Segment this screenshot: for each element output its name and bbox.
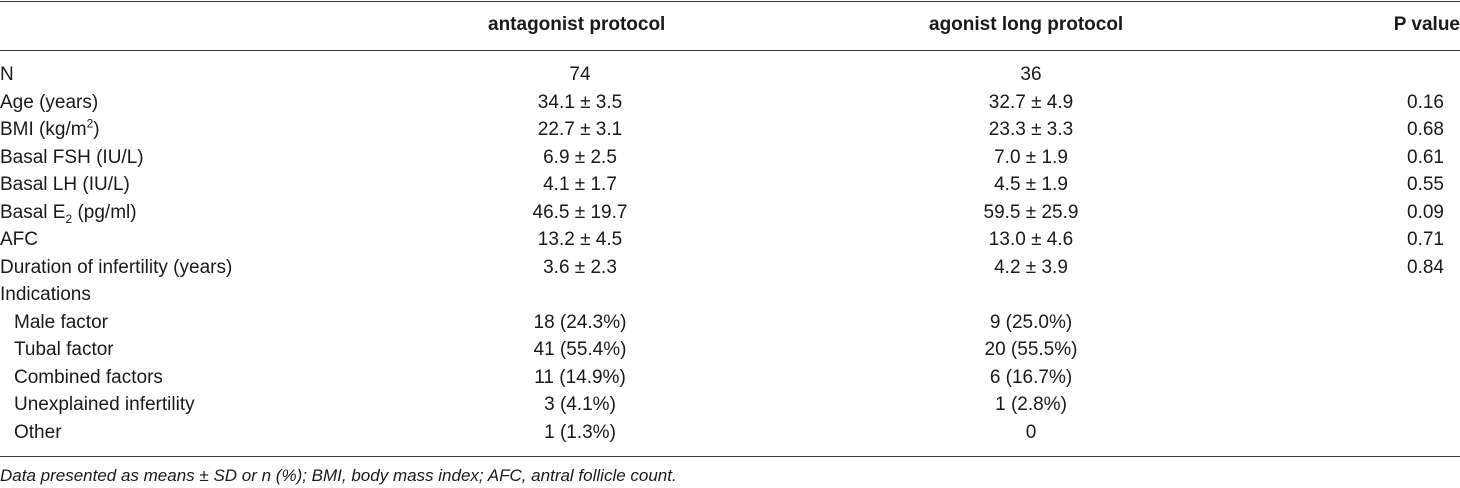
table-row: N 74 36 [0,64,1460,92]
row-label: Male factor [14,312,108,333]
row-label: Other [14,422,62,443]
row-label: Age (years) [0,92,99,113]
table-row: Age (years) 34.1 ± 3.5 32.7 ± 4.9 0.16 [0,92,1460,120]
cell-antagonist: 3 (4.1%) [544,394,616,415]
cell-agonist: 1 (2.8%) [995,394,1067,415]
cell-antagonist: 11 (14.9%) [534,367,626,388]
label-text-end: ) [93,119,100,140]
cell-agonist: 23.3 ± 3.3 [988,119,1074,140]
header-agonist-long-protocol: agonist long protocol [929,14,1124,35]
label-text: Basal E [0,202,66,223]
table-row: Combined factors 11 (14.9%) 6 (16.7%) [0,367,1460,395]
table-bottom-rule [0,456,1460,457]
cell-p-value: 0.61 [1407,147,1444,168]
table-header-rule [0,50,1460,51]
cell-agonist: 20 (55.5%) [984,339,1078,360]
cell-antagonist: 34.1 ± 3.5 [537,92,623,113]
table-row: Duration of infertility (years) 3.6 ± 2.… [0,257,1460,285]
row-label: Tubal factor [14,339,114,360]
table-row: Unexplained infertility 3 (4.1%) 1 (2.8%… [0,394,1460,422]
row-label: Unexplained infertility [14,394,195,415]
table-row: Basal E2 (pg/ml) 46.5 ± 19.7 59.5 ± 25.9… [0,202,1460,230]
cell-p-value: 0.71 [1407,229,1444,250]
table-top-rule [0,1,1460,2]
cell-antagonist: 46.5 ± 19.7 [532,202,628,223]
cell-agonist: 0 [1025,422,1037,443]
cell-antagonist: 4.1 ± 1.7 [543,174,617,195]
table-footnote: Data presented as means ± SD or n (%); B… [0,466,677,485]
cell-antagonist: 18 (24.3%) [533,312,627,333]
cell-agonist: 6 (16.7%) [989,367,1073,388]
table-row: Basal LH (IU/L) 4.1 ± 1.7 4.5 ± 1.9 0.55 [0,174,1460,202]
row-label: Basal E2 (pg/ml) [0,202,137,226]
table-row: Basal FSH (IU/L) 6.9 ± 2.5 7.0 ± 1.9 0.6… [0,147,1460,175]
cell-p-value: 0.09 [1407,202,1444,223]
label-subscript: 2 [65,211,73,226]
cell-antagonist: 22.7 ± 3.1 [537,119,623,140]
table-row: AFC 13.2 ± 4.5 13.0 ± 4.6 0.71 [0,229,1460,257]
cell-p-value: 0.16 [1407,92,1444,113]
row-label: Indications [0,284,91,305]
table-row: Tubal factor 41 (55.4%) 20 (55.5%) [0,339,1460,367]
row-label: N [0,64,14,85]
cell-agonist: 36 [1020,64,1042,85]
label-text-end: (pg/ml) [72,202,137,223]
cell-agonist: 13.0 ± 4.6 [988,229,1074,250]
row-label: Basal LH (IU/L) [0,174,130,195]
cell-agonist: 4.5 ± 1.9 [994,174,1068,195]
row-label: Duration of infertility (years) [0,257,233,278]
header-antagonist-protocol: antagonist protocol [488,14,666,35]
row-label: Combined factors [14,367,163,388]
cell-p-value: 0.68 [1407,119,1444,140]
row-label: Basal FSH (IU/L) [0,147,144,168]
cell-p-value: 0.55 [1407,174,1444,195]
label-text: BMI (kg/m [0,119,87,140]
cell-antagonist: 13.2 ± 4.5 [537,229,623,250]
cell-agonist: 9 (25.0%) [989,312,1073,333]
header-p-value: P value [1393,14,1460,35]
cell-antagonist: 41 (55.4%) [533,339,627,360]
cell-agonist: 7.0 ± 1.9 [994,147,1068,168]
row-label: BMI (kg/m2) [0,116,100,141]
cell-agonist: 59.5 ± 25.9 [983,202,1079,223]
table-row: Male factor 18 (24.3%) 9 (25.0%) [0,312,1460,340]
cell-agonist: 4.2 ± 3.9 [994,257,1068,278]
cell-p-value: 0.84 [1407,257,1444,278]
label-superscript: 2 [86,116,94,131]
cell-agonist: 32.7 ± 4.9 [988,92,1074,113]
cell-antagonist: 74 [569,64,591,85]
cell-antagonist: 3.6 ± 2.3 [543,257,617,278]
cell-antagonist: 1 (1.3%) [544,422,616,443]
table-row: BMI (kg/m2) 22.7 ± 3.1 23.3 ± 3.3 0.68 [0,116,1460,147]
row-label: AFC [0,229,38,250]
cell-antagonist: 6.9 ± 2.5 [543,147,617,168]
table-row: Indications [0,284,1460,312]
table-row: Other 1 (1.3%) 0 [0,422,1460,450]
